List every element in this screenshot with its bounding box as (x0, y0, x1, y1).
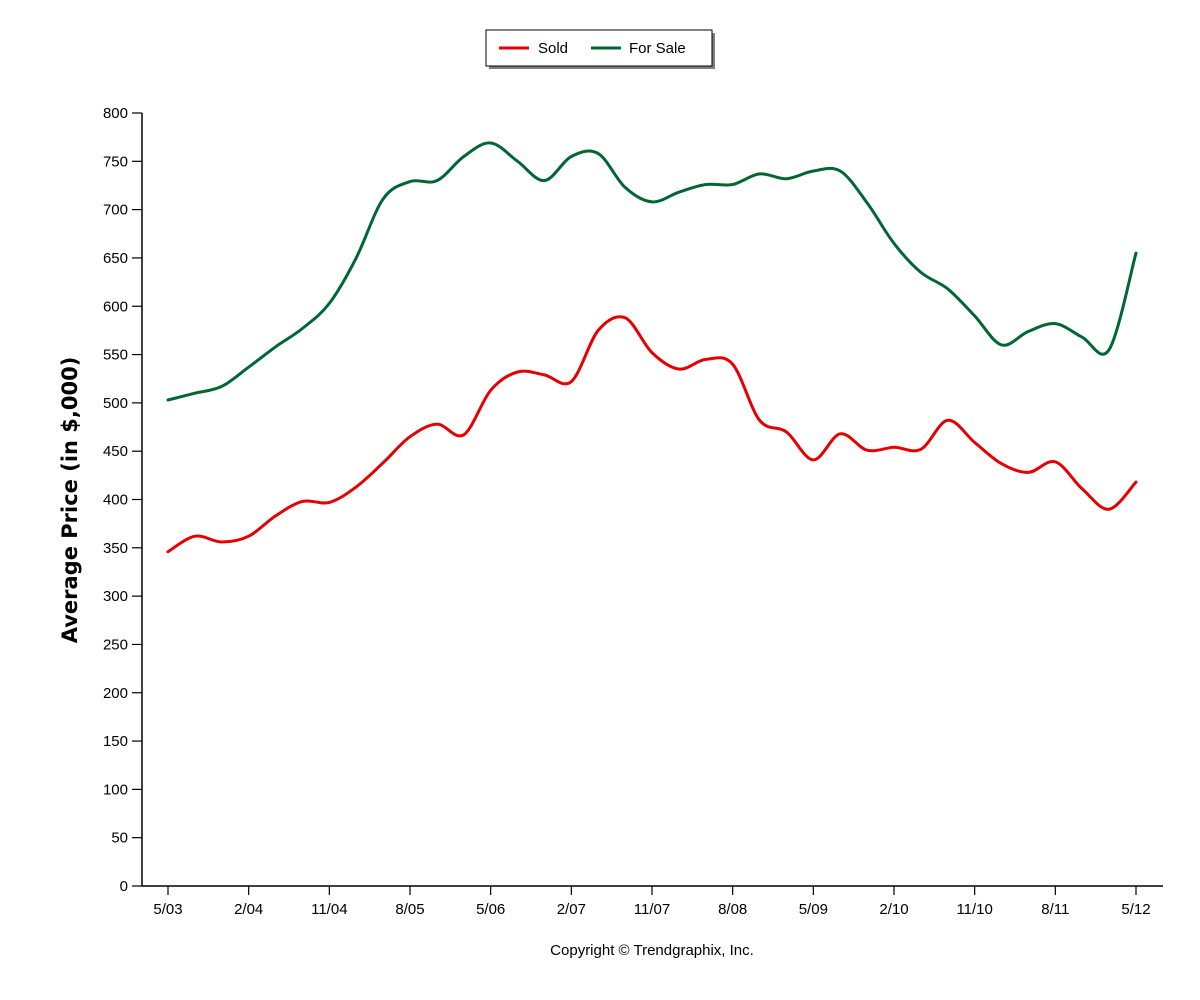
x-tick-label: 2/07 (557, 901, 586, 918)
x-tick-label: 11/10 (956, 901, 992, 918)
x-tick-label: 5/12 (1121, 901, 1150, 918)
y-tick-label: 750 (103, 153, 128, 170)
y-tick-label: 600 (103, 298, 128, 315)
y-tick-label: 800 (103, 105, 128, 122)
series-line-sold (166, 315, 1138, 554)
x-tick-label: 5/09 (799, 901, 828, 918)
x-tick-label: 8/11 (1041, 901, 1069, 918)
x-tick-label: 2/04 (234, 901, 263, 918)
x-tick-label: 11/07 (634, 901, 670, 918)
legend-label-for-sale: For Sale (629, 40, 686, 57)
x-tick-label: 11/04 (311, 901, 347, 918)
y-tick-label: 300 (103, 588, 128, 605)
y-tick-label: 0 (120, 878, 128, 895)
y-tick-label: 50 (111, 830, 128, 847)
y-axis-ticks: 0 50 100 150 200 250 300 350 400 450 500 550 600 650 7… (103, 105, 142, 895)
x-tick-label: 8/08 (718, 901, 747, 918)
y-tick-label: 200 (103, 685, 128, 702)
y-tick-label: 450 (103, 443, 128, 460)
legend: Sold For Sale (485, 29, 715, 69)
x-tick-label: 5/03 (153, 901, 182, 918)
x-tick-label: 8/05 (395, 901, 424, 918)
y-tick-label: 500 (103, 395, 128, 412)
y-tick-label: 250 (103, 636, 128, 653)
y-tick-label: 400 (103, 492, 128, 509)
y-tick-label: 700 (103, 202, 128, 219)
y-tick-label: 150 (103, 733, 128, 750)
y-axis-title: Average Price (in $,000) (58, 357, 82, 644)
x-tick-label: 5/06 (476, 901, 505, 918)
y-tick-label: 350 (103, 540, 128, 557)
series-line-for-sale (166, 141, 1138, 402)
series-layer (166, 141, 1138, 554)
y-tick-label: 100 (103, 781, 128, 798)
copyright-text: Copyright © Trendgraphix, Inc. (550, 942, 754, 959)
y-tick-label: 650 (103, 250, 128, 267)
legend-label-sold: Sold (538, 40, 568, 57)
x-tick-label: 2/10 (879, 901, 908, 918)
x-axis-ticks: 5/03 2/04 11/04 8/05 5/06 2/07 11/07 8/08 5/09 2/… (153, 886, 1151, 918)
y-tick-label: 550 (103, 347, 128, 364)
